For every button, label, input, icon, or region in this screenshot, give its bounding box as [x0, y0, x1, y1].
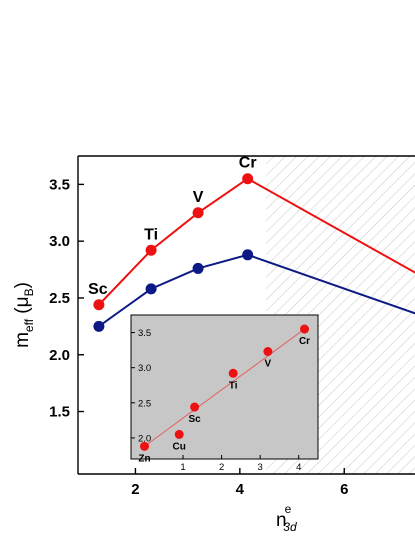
y-axis-label-paren-open: ( — [12, 307, 33, 319]
y-tick-label-1.5: 1.5 — [49, 404, 70, 421]
inset-y-tick-label-2.5: 2.5 — [138, 398, 151, 409]
x-tick-label-6: 6 — [340, 481, 348, 498]
inset-plot: 1 2 3 4 2.0 2.5 3.0 3.5 Zn Cu Sc Ti V Cr — [130, 314, 319, 473]
main-x-ticks: 2468 — [131, 468, 348, 498]
series-1-point-2 — [192, 262, 204, 274]
inset-background — [130, 314, 319, 460]
x-tick-label-2: 2 — [131, 481, 139, 498]
main-annotations: Sc Ti V Cr — [88, 155, 256, 298]
y-axis-label-sub: eff — [22, 318, 36, 332]
annotation-v: V — [193, 189, 204, 206]
y-tick-label-3.5: 3.5 — [49, 176, 70, 193]
y-axis-label-mu-sub: B — [22, 288, 36, 296]
inset-label-cu: Cu — [173, 441, 186, 452]
y-tick-label-2.5: 2.5 — [49, 290, 70, 307]
series-0-point-3 — [242, 173, 254, 185]
series-0-point-0 — [93, 299, 105, 311]
main-axes-frame — [77, 155, 415, 475]
series-1-point-1 — [145, 283, 157, 295]
series-0-point-1 — [145, 244, 157, 256]
x-axis-label: ne 3d — [276, 502, 297, 534]
x-axis-label-sub: 3d — [283, 520, 297, 534]
inset-point-cr — [300, 324, 310, 334]
inset-label-cr: Cr — [299, 336, 310, 347]
inset-y-tick-label-3: 3.0 — [138, 363, 151, 374]
inset-series-group: Zn Cu Sc Ti V Cr — [138, 324, 310, 464]
inset-label-sc: Sc — [189, 414, 202, 425]
inset-label-ti: Ti — [229, 380, 238, 391]
x-axis-label-base: n — [276, 510, 287, 531]
inset-ticks: 1 2 3 4 2.0 2.5 3.0 3.5 — [131, 328, 301, 473]
annotation-sc: Sc — [88, 281, 108, 298]
y-axis-label-paren-close: ) — [12, 282, 33, 288]
inset-x-tick-label-4: 4 — [296, 462, 301, 473]
inset-label-zn: Zn — [138, 453, 150, 464]
annotation-cr: Cr — [239, 155, 257, 172]
inset-point-zn — [139, 441, 149, 451]
inset-point-v — [263, 347, 273, 357]
main-series-group — [93, 173, 415, 332]
x-tick-label-4: 4 — [236, 481, 245, 498]
inset-y-tick-label-3.5: 3.5 — [138, 328, 151, 339]
y-tick-label-3: 3.0 — [49, 233, 70, 250]
y-tick-label-2: 2.0 — [49, 347, 70, 364]
inset-point-cu — [174, 429, 184, 439]
y-axis-label: meff (μB) — [12, 282, 36, 348]
series-1-point-0 — [93, 320, 105, 332]
series-1-point-3 — [242, 249, 254, 261]
main-y-ticks: 1.5 2.0 2.5 3.0 3.5 — [49, 176, 84, 421]
annotation-ti: Ti — [144, 226, 158, 243]
inset-x-tick-label-3: 3 — [258, 462, 263, 473]
inset-y-tick-label-2: 2.0 — [138, 433, 151, 444]
inset-label-v: V — [265, 359, 272, 370]
x-axis-label-sup: e — [285, 502, 292, 516]
inset-x-tick-label-2: 2 — [219, 462, 224, 473]
y-axis-label-mu: μ — [12, 296, 33, 307]
inset-point-sc — [190, 402, 200, 412]
inset-x-tick-label-1: 1 — [180, 462, 185, 473]
series-0-point-2 — [192, 207, 204, 219]
inset-point-ti — [228, 368, 238, 378]
y-axis-label-base: m — [12, 332, 33, 348]
inset-fit-line — [144, 328, 305, 447]
